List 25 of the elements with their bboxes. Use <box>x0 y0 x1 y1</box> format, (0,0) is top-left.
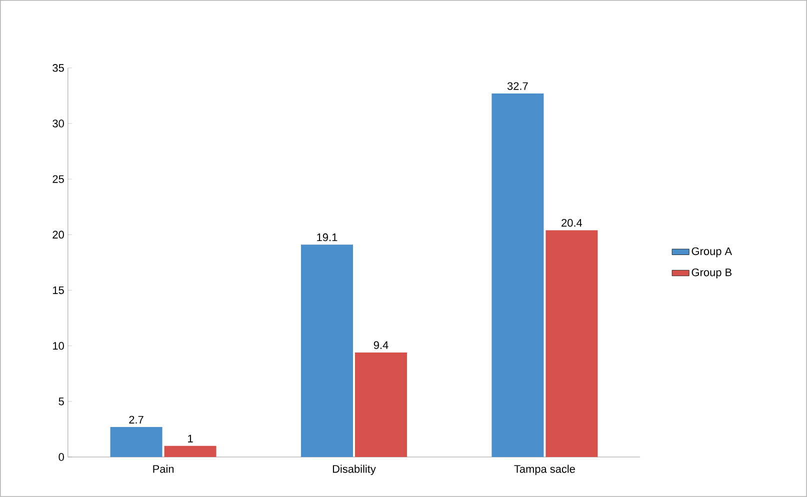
y-tick-label: 10 <box>53 342 64 350</box>
bar <box>546 230 598 458</box>
data-label: 1 <box>188 434 193 442</box>
y-tick-label: 25 <box>52 175 64 183</box>
y-tick-label: 20 <box>52 230 64 239</box>
x-tick-label: Pain <box>153 464 174 473</box>
legend-label: Group A <box>692 247 732 258</box>
y-tick-label: 0 <box>58 453 64 461</box>
data-label: 2.7 <box>129 416 144 424</box>
bar <box>164 446 216 458</box>
x-tick-label: Disability <box>332 464 376 476</box>
bar <box>492 94 544 458</box>
bar <box>300 244 353 458</box>
legend-label: Group B <box>692 268 732 278</box>
data-label: 19.1 <box>317 233 338 242</box>
data-label: 32.7 <box>507 82 528 90</box>
x-tick-label: Tampa sacle <box>514 464 575 476</box>
bar <box>110 427 162 458</box>
data-label: 20.4 <box>562 218 582 227</box>
y-tick-label: 15 <box>53 286 64 294</box>
y-tick-label: 35 <box>52 64 64 72</box>
y-tick-label: 5 <box>58 398 64 406</box>
y-tick-label: 30 <box>52 120 64 128</box>
bar <box>354 352 407 458</box>
data-label: 9.4 <box>374 341 388 350</box>
